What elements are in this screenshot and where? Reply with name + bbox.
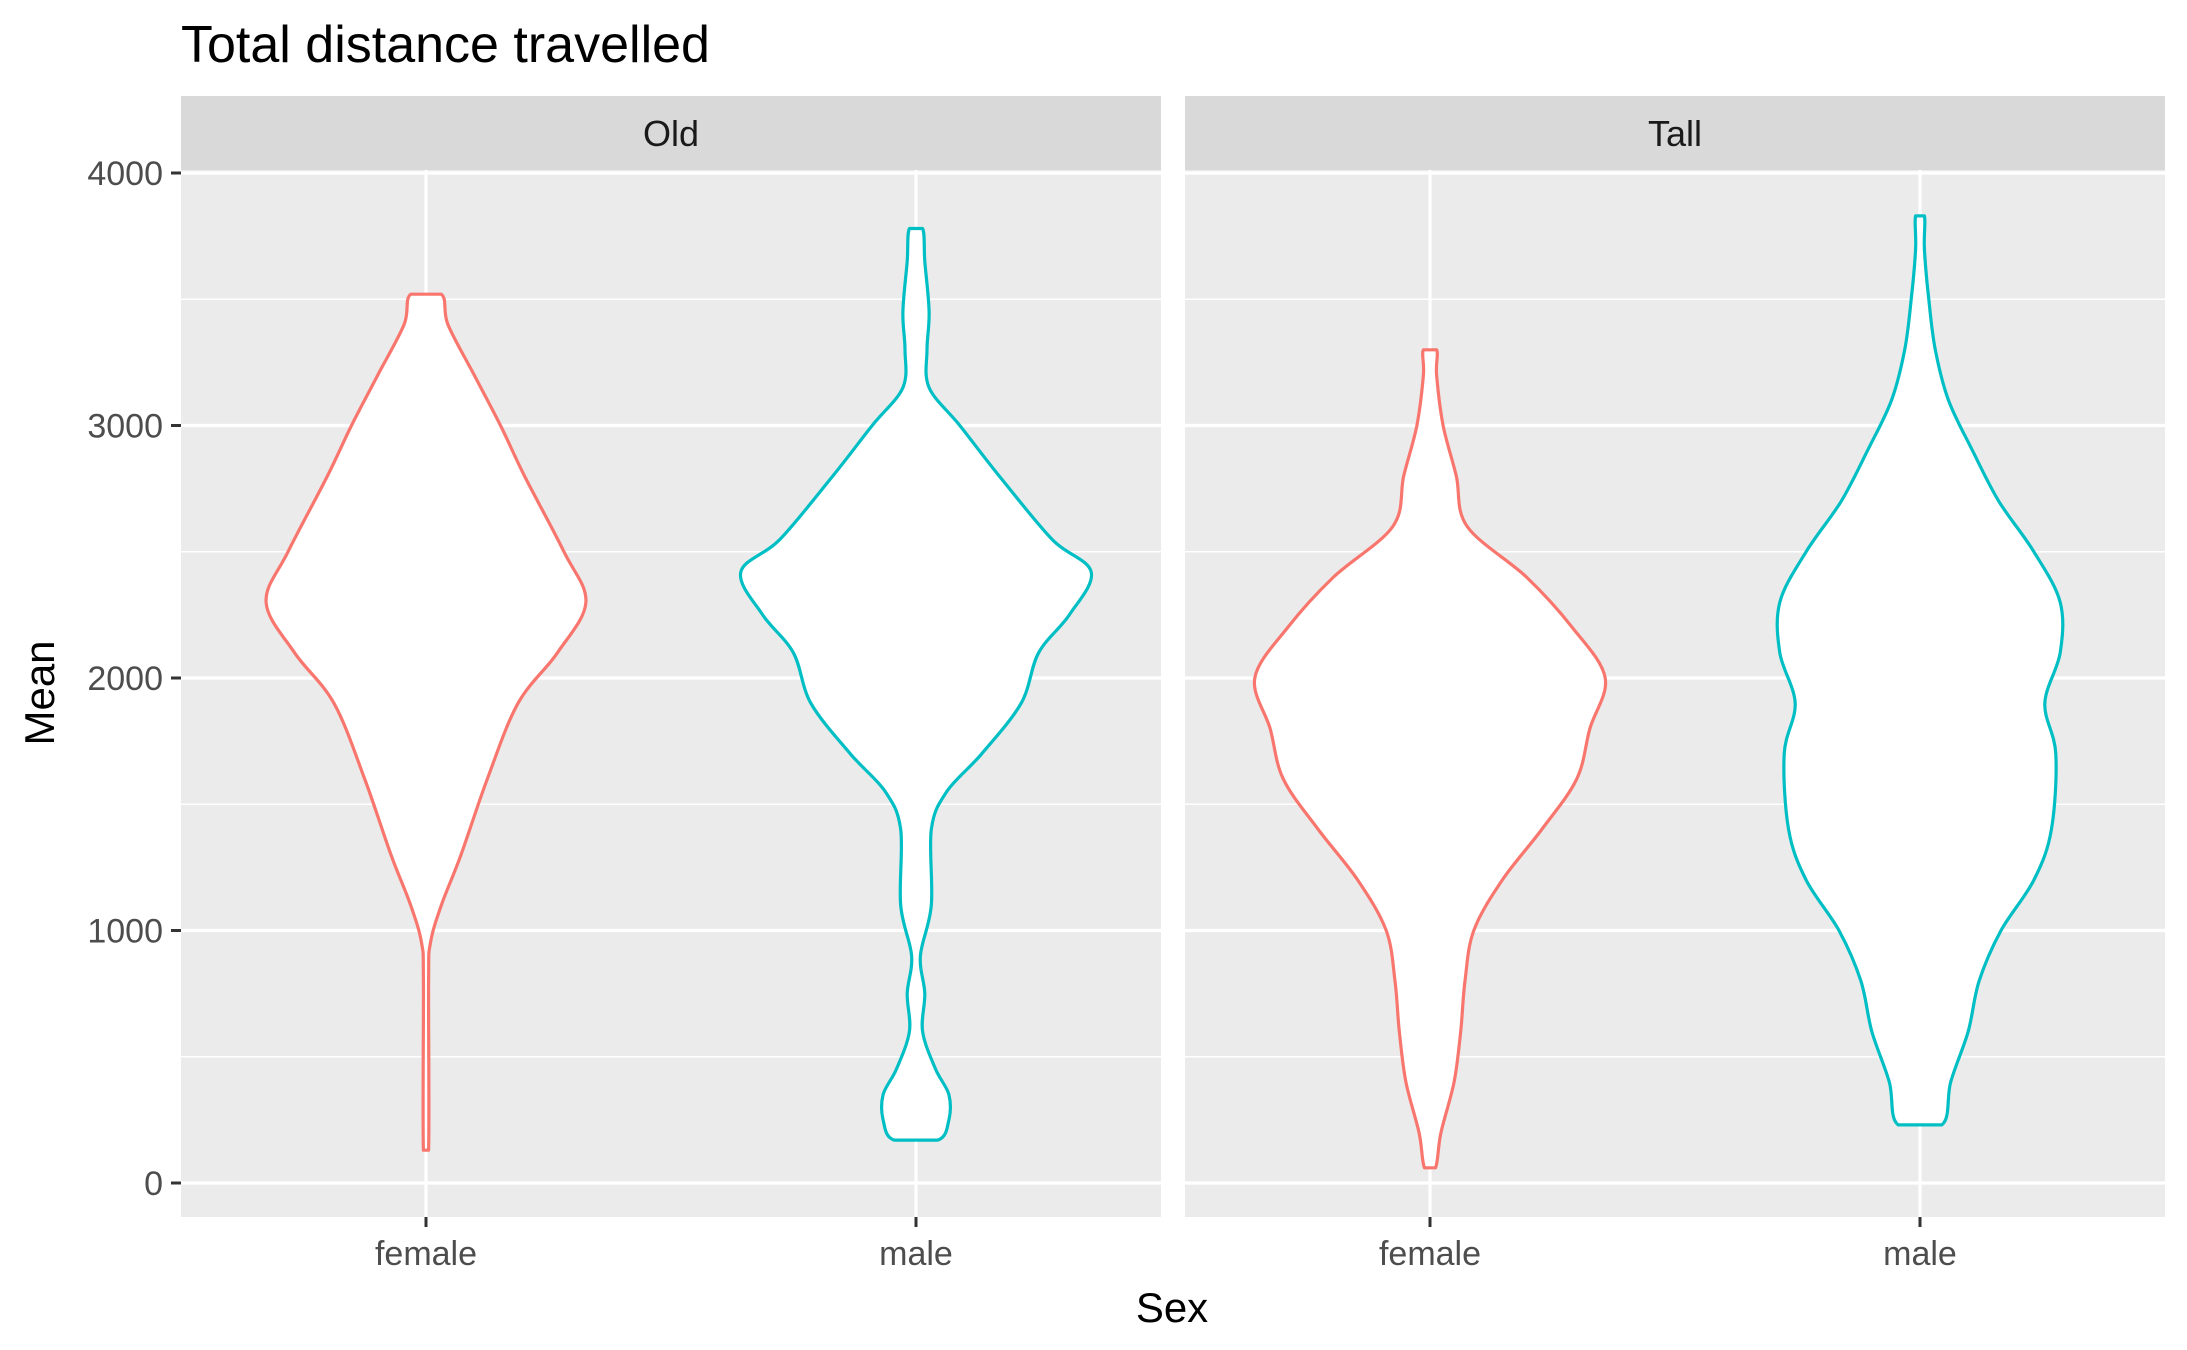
x-axis: female male female male (375, 1217, 1957, 1273)
x-tick-label-female: female (1379, 1235, 1481, 1273)
y-tick-label: 2000 (87, 660, 163, 698)
facet-panels: Old Tall (181, 96, 2165, 1217)
strip-background (1185, 96, 2165, 170)
y-tick-label: 3000 (87, 408, 163, 446)
chart-title: Total distance travelled (181, 16, 710, 74)
violin-old-male (738, 226, 1094, 1142)
x-axis-title: Sex (1136, 1284, 1208, 1331)
y-tick-label: 4000 (87, 155, 163, 193)
y-axis: 0 1000 2000 3000 4000 (87, 155, 181, 1203)
panel-tall: Tall (1185, 96, 2165, 1217)
y-axis-title: Mean (16, 640, 63, 745)
x-tick-label-male: male (879, 1235, 953, 1273)
strip-label-old: Old (643, 113, 699, 154)
violin-tall-male (1775, 214, 2065, 1127)
violin-old-female (264, 292, 588, 1152)
x-tick-label-male: male (1883, 1235, 1957, 1273)
strip-background (181, 96, 1161, 170)
panel-old: Old (181, 96, 1161, 1217)
y-tick-label: 0 (144, 1165, 163, 1203)
x-tick-label-female: female (375, 1235, 477, 1273)
violin-tall-female (1252, 348, 1608, 1170)
y-tick-label: 1000 (87, 913, 163, 951)
strip-label-tall: Tall (1648, 113, 1702, 154)
